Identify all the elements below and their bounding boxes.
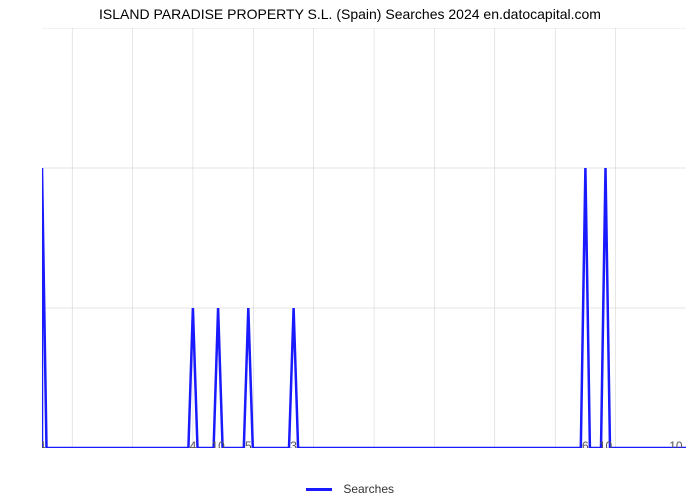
peak-label: 3: [290, 439, 297, 448]
peak-labels: 4 4 10 5 3 6 10 10: [42, 439, 683, 448]
chart-container: ISLAND PARADISE PROPERTY S.L. (Spain) Se…: [0, 0, 700, 500]
legend-label: Searches: [343, 482, 394, 496]
chart-title: ISLAND PARADISE PROPERTY S.L. (Spain) Se…: [0, 6, 700, 22]
peak-label: 4: [42, 439, 46, 448]
legend: Searches: [0, 482, 700, 496]
legend-swatch: [306, 488, 332, 491]
peak-label: 4: [190, 439, 197, 448]
grid-vertical: [72, 28, 615, 448]
peak-label: 10: [211, 439, 225, 448]
peak-label: 5: [245, 439, 252, 448]
peak-label: 6: [582, 439, 589, 448]
chart-svg: 44105361010 0 1 2 3 20142015201620172018…: [42, 28, 686, 448]
peak-label: 10: [599, 439, 613, 448]
peak-label: 10: [669, 439, 683, 448]
chart-plot-area: 44105361010 0 1 2 3 20142015201620172018…: [42, 28, 686, 448]
